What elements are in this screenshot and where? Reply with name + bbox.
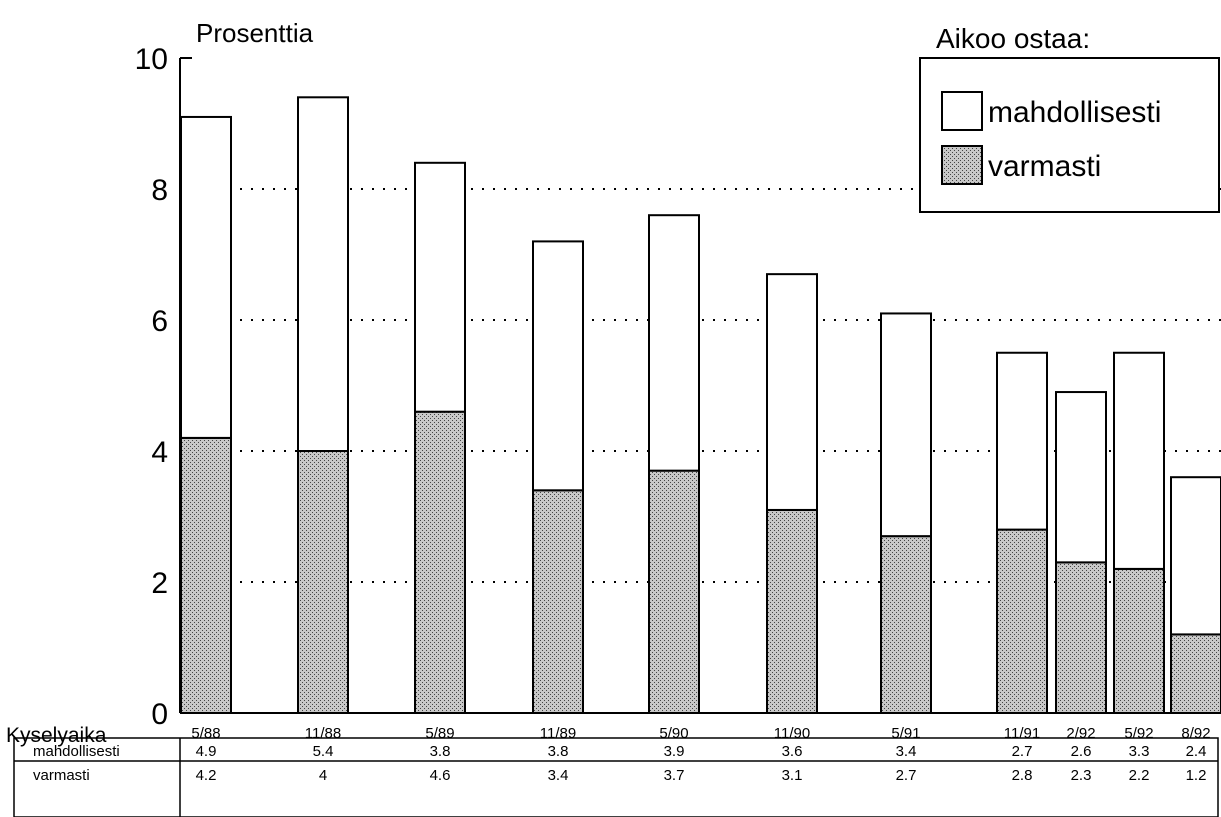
bar-varmasti [1055,561,1107,714]
x-tick-label: 11/88 [305,725,341,742]
bar-mahdollisesti [180,115,232,439]
table-cell: 2.6 [1071,743,1092,760]
table-cell: 3.3 [1129,743,1150,760]
x-tick-label: 11/90 [774,725,810,742]
x-tick-label: 5/92 [1124,725,1153,742]
bar-mahdollisesti [996,351,1048,531]
table-cell: 2.3 [1071,767,1092,784]
table-cell: 3.6 [782,743,803,760]
data-table: mahdollisesti varmasti 4.9 5.4 3.8 3.8 3.9 3.… [13,737,1219,817]
legend-swatch-mahdollisesti [941,91,983,131]
table-border [13,737,1219,817]
legend-label-mahdollisesti: mahdollisesti [988,96,1161,129]
bar-mahdollisesti [880,312,932,538]
legend-box [919,57,1220,213]
legend-label-varmasti: varmasti [988,150,1101,183]
table-cell: 5.4 [313,743,334,760]
bar-mahdollisesti [414,161,466,413]
bar-varmasti [297,450,349,714]
y-tick-label: 6 [151,305,168,338]
bar-mahdollisesti [532,240,584,492]
table-cell: 2.8 [1012,767,1033,784]
bar-varmasti [880,535,932,715]
table-cell: 3.7 [664,767,685,784]
table-cell: 2.7 [896,767,917,784]
legend-swatch-varmasti [941,145,983,185]
table-cell: 3.4 [896,743,917,760]
table-cells: 4.9 5.4 3.8 3.8 3.9 3.6 3.4 2.7 2.6 3.3 2.4 4.2 4 4.6… [196,743,1207,784]
bar-mahdollisesti [1113,351,1165,570]
bar-varmasti [1113,567,1165,715]
bar-mahdollisesti [1170,476,1221,636]
x-axis-title: Kyselyaika [6,724,107,747]
x-tick-label: 5/91 [891,725,920,742]
table-cell: 3.8 [430,743,451,760]
table-row-label-mahdollisesti: mahdollisesti [33,743,120,760]
bar-varmasti [532,489,584,714]
y-tick-label: 0 [151,698,168,731]
y-tick-label: 10 [135,43,168,76]
x-tick-label: 11/91 [1004,725,1040,742]
table-cell: 3.4 [548,767,569,784]
table-cell: 2.7 [1012,743,1033,760]
legend: mahdollisesti varmasti [919,57,1220,213]
x-tick-label: 11/89 [540,725,576,742]
bar-mahdollisesti [297,96,349,453]
table-cell: 1.2 [1186,767,1207,784]
y-tick-label: 8 [151,174,168,207]
bar-mahdollisesti [766,273,818,511]
x-tick-label: 5/89 [425,725,454,742]
bar-mahdollisesti [648,214,700,472]
bar-varmasti [414,410,466,714]
bar-mahdollisesti [1055,391,1107,564]
table-cell: 2.2 [1129,767,1150,784]
table-cell: 4.6 [430,767,451,784]
table-cell: 3.8 [548,743,569,760]
x-tick-label: 8/92 [1181,725,1210,742]
legend-title: Aikoo ostaa: [936,23,1090,54]
y-axis-title: Prosenttia [196,18,314,48]
table-row-label-varmasti: varmasti [33,767,90,784]
table-cell: 4 [319,767,327,784]
bar-varmasti [1170,633,1221,715]
bar-varmasti [648,469,700,714]
table-cell: 2.4 [1186,743,1207,760]
bars [180,96,1221,715]
bar-varmasti [996,528,1048,714]
table-cell: 3.1 [782,767,803,784]
y-tick-label: 4 [151,436,168,469]
x-tick-label: 5/90 [659,725,688,742]
table-cell: 4.2 [196,767,217,784]
y-tick-label: 2 [151,567,168,600]
x-tick-label: 5/88 [191,725,220,742]
bar-varmasti [180,436,232,714]
x-tick-label: 2/92 [1066,725,1095,742]
x-axis-tick-labels: 5/88 11/88 5/89 11/89 5/90 11/90 5/91 11/91 2/92… [191,725,1210,742]
table-cell: 4.9 [196,743,217,760]
bar-varmasti [766,508,818,715]
table-cell: 3.9 [664,743,685,760]
